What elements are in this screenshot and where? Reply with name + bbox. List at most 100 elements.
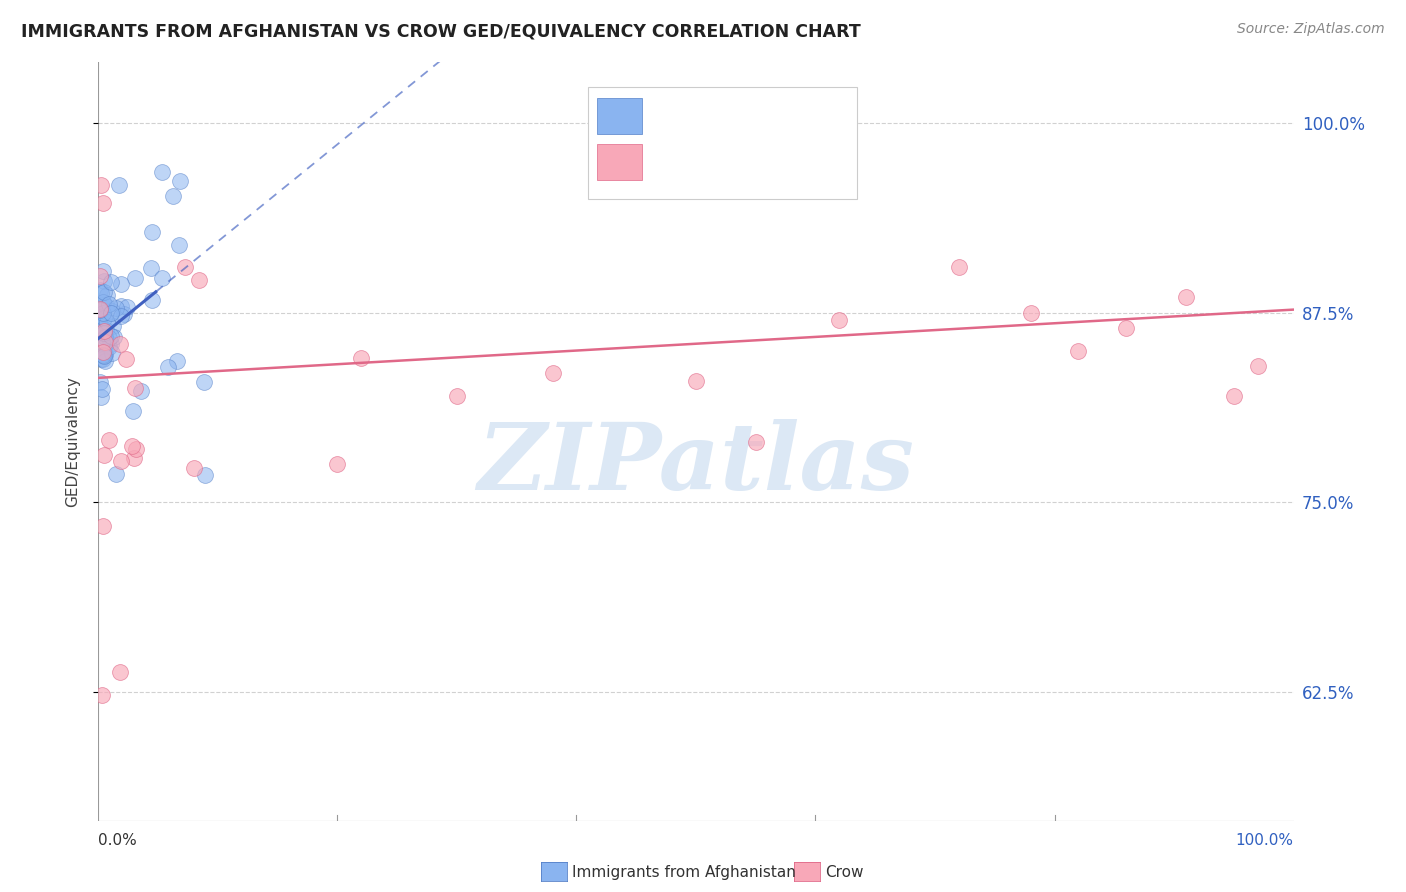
Point	[110, 309, 132, 323]
Point	[90, 351, 112, 366]
Point	[541, 367, 564, 381]
FancyBboxPatch shape	[596, 144, 643, 180]
Point	[141, 226, 163, 240]
Point	[91, 382, 114, 396]
Point	[91, 519, 114, 533]
Text: 0.0%: 0.0%	[98, 833, 138, 847]
Point	[1019, 305, 1042, 319]
Point	[94, 336, 117, 351]
Point	[115, 300, 138, 314]
Point	[104, 467, 127, 482]
Point	[129, 384, 152, 399]
Point	[100, 303, 122, 318]
Point	[100, 275, 122, 289]
Point	[114, 352, 136, 367]
Point	[101, 318, 124, 333]
Point	[169, 174, 191, 188]
Point	[93, 275, 115, 289]
Point	[89, 301, 111, 316]
Point	[194, 467, 217, 482]
Text: ZIPatlas: ZIPatlas	[478, 419, 914, 509]
Point	[94, 347, 117, 361]
Point	[91, 348, 114, 362]
Text: N = 67: N = 67	[773, 106, 841, 125]
Point	[90, 285, 112, 300]
Point	[98, 340, 121, 354]
Point	[93, 350, 115, 364]
Point	[94, 330, 117, 344]
Point	[94, 323, 117, 337]
Point	[93, 324, 115, 338]
Point	[93, 310, 115, 325]
FancyBboxPatch shape	[596, 98, 643, 135]
Point	[124, 381, 146, 395]
Point	[91, 264, 114, 278]
Point	[89, 283, 111, 297]
Point	[104, 301, 127, 315]
Point	[110, 277, 132, 291]
Point	[100, 329, 122, 343]
Text: R = 0.154: R = 0.154	[654, 154, 745, 172]
FancyBboxPatch shape	[589, 87, 858, 199]
Point	[90, 334, 112, 349]
Point	[90, 298, 112, 312]
Point	[150, 271, 173, 285]
Text: Source: ZipAtlas.com: Source: ZipAtlas.com	[1237, 22, 1385, 37]
Point	[1115, 320, 1137, 334]
Point	[150, 165, 173, 179]
Point	[91, 352, 114, 367]
Point	[685, 374, 707, 388]
Point	[141, 293, 163, 308]
Point	[139, 260, 162, 275]
Point	[948, 260, 970, 275]
Point	[108, 665, 131, 679]
Point	[91, 344, 114, 359]
Point	[90, 326, 112, 341]
Point	[174, 260, 197, 275]
Point	[193, 376, 215, 390]
Point	[94, 299, 117, 313]
Point	[166, 354, 188, 368]
Point	[91, 195, 114, 210]
Point	[100, 306, 122, 320]
Point	[108, 178, 131, 193]
Point	[122, 450, 145, 465]
Point	[108, 337, 131, 351]
Point	[350, 351, 373, 366]
Point	[1067, 343, 1090, 358]
Point	[93, 285, 115, 299]
Text: Crow: Crow	[825, 865, 863, 880]
Text: Immigrants from Afghanistan: Immigrants from Afghanistan	[572, 865, 796, 880]
Point	[89, 319, 111, 334]
Point	[125, 442, 148, 456]
Point	[93, 326, 115, 340]
Point	[98, 433, 121, 447]
Point	[183, 461, 205, 475]
Point	[89, 318, 111, 332]
Point	[98, 331, 121, 345]
Point	[101, 346, 124, 360]
Point	[188, 273, 211, 287]
Point	[91, 294, 114, 309]
Point	[89, 268, 111, 283]
Y-axis label: GED/Equivalency: GED/Equivalency	[65, 376, 80, 507]
Point	[157, 360, 180, 375]
Point	[1175, 291, 1198, 305]
Point	[97, 297, 120, 311]
Point	[103, 330, 125, 344]
Point	[93, 327, 115, 342]
Point	[96, 314, 118, 328]
Point	[121, 439, 143, 453]
Point	[112, 307, 135, 321]
Point	[89, 376, 111, 390]
Point	[91, 306, 114, 320]
Point	[100, 337, 122, 351]
Point	[89, 310, 111, 324]
Point	[93, 354, 115, 368]
Point	[91, 688, 114, 702]
Text: IMMIGRANTS FROM AFGHANISTAN VS CROW GED/EQUIVALENCY CORRELATION CHART: IMMIGRANTS FROM AFGHANISTAN VS CROW GED/…	[21, 22, 860, 40]
Point	[124, 270, 146, 285]
Point	[89, 303, 111, 318]
Point	[94, 348, 117, 362]
Point	[93, 448, 115, 462]
